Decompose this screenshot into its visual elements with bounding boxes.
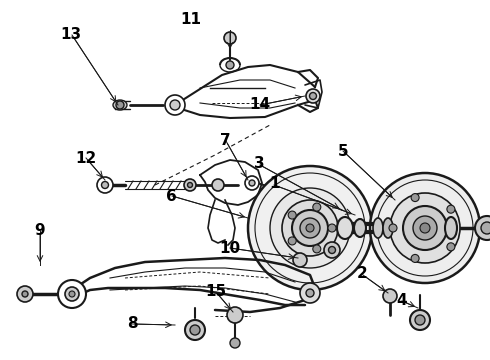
Text: 4: 4 <box>396 293 407 308</box>
Circle shape <box>185 320 205 340</box>
Text: 2: 2 <box>357 266 368 281</box>
Text: 11: 11 <box>181 12 201 27</box>
Circle shape <box>420 223 430 233</box>
Circle shape <box>288 237 296 245</box>
Circle shape <box>328 224 336 232</box>
Circle shape <box>65 287 79 301</box>
Circle shape <box>481 222 490 234</box>
Circle shape <box>475 216 490 240</box>
Circle shape <box>383 289 397 303</box>
Circle shape <box>58 280 86 308</box>
Ellipse shape <box>113 100 127 110</box>
Ellipse shape <box>445 217 457 239</box>
Circle shape <box>212 179 224 191</box>
Text: 10: 10 <box>220 241 241 256</box>
Circle shape <box>116 101 124 109</box>
Circle shape <box>300 283 320 303</box>
Circle shape <box>313 203 321 211</box>
Circle shape <box>411 194 419 202</box>
Circle shape <box>403 206 447 250</box>
Circle shape <box>292 210 328 246</box>
Circle shape <box>188 183 193 188</box>
Circle shape <box>389 224 397 232</box>
Circle shape <box>306 224 314 232</box>
Circle shape <box>226 61 234 69</box>
Text: 15: 15 <box>205 284 226 299</box>
Text: 13: 13 <box>60 27 82 42</box>
Circle shape <box>310 93 317 99</box>
Circle shape <box>447 243 455 251</box>
Circle shape <box>447 205 455 213</box>
Text: 14: 14 <box>249 97 270 112</box>
Circle shape <box>230 338 240 348</box>
Circle shape <box>165 95 185 115</box>
Circle shape <box>22 291 28 297</box>
Text: 1: 1 <box>269 176 280 191</box>
Circle shape <box>413 216 437 240</box>
Text: 9: 9 <box>34 223 45 238</box>
Circle shape <box>313 245 321 253</box>
Circle shape <box>324 242 340 258</box>
Ellipse shape <box>373 218 383 238</box>
Text: 5: 5 <box>338 144 348 159</box>
Ellipse shape <box>337 217 353 239</box>
Circle shape <box>328 247 336 253</box>
Ellipse shape <box>383 218 393 238</box>
Circle shape <box>306 289 314 297</box>
Circle shape <box>245 176 259 190</box>
Circle shape <box>69 291 75 297</box>
Ellipse shape <box>354 219 366 237</box>
Circle shape <box>101 181 108 189</box>
Circle shape <box>184 179 196 191</box>
Circle shape <box>293 253 307 267</box>
Circle shape <box>288 211 296 219</box>
Text: 12: 12 <box>75 151 97 166</box>
Circle shape <box>190 325 200 335</box>
Circle shape <box>370 173 480 283</box>
Text: 7: 7 <box>220 133 231 148</box>
Circle shape <box>300 218 320 238</box>
Circle shape <box>410 310 430 330</box>
Circle shape <box>17 286 33 302</box>
Circle shape <box>248 166 372 290</box>
Circle shape <box>249 180 255 186</box>
Circle shape <box>282 200 338 256</box>
Text: 8: 8 <box>127 316 138 332</box>
Text: 3: 3 <box>254 156 265 171</box>
Circle shape <box>415 315 425 325</box>
Circle shape <box>170 100 180 110</box>
Circle shape <box>224 32 236 44</box>
Circle shape <box>306 89 320 103</box>
Circle shape <box>411 255 419 262</box>
Circle shape <box>270 188 350 268</box>
Circle shape <box>227 307 243 323</box>
Circle shape <box>390 193 460 263</box>
Text: 6: 6 <box>166 189 177 204</box>
Circle shape <box>97 177 113 193</box>
